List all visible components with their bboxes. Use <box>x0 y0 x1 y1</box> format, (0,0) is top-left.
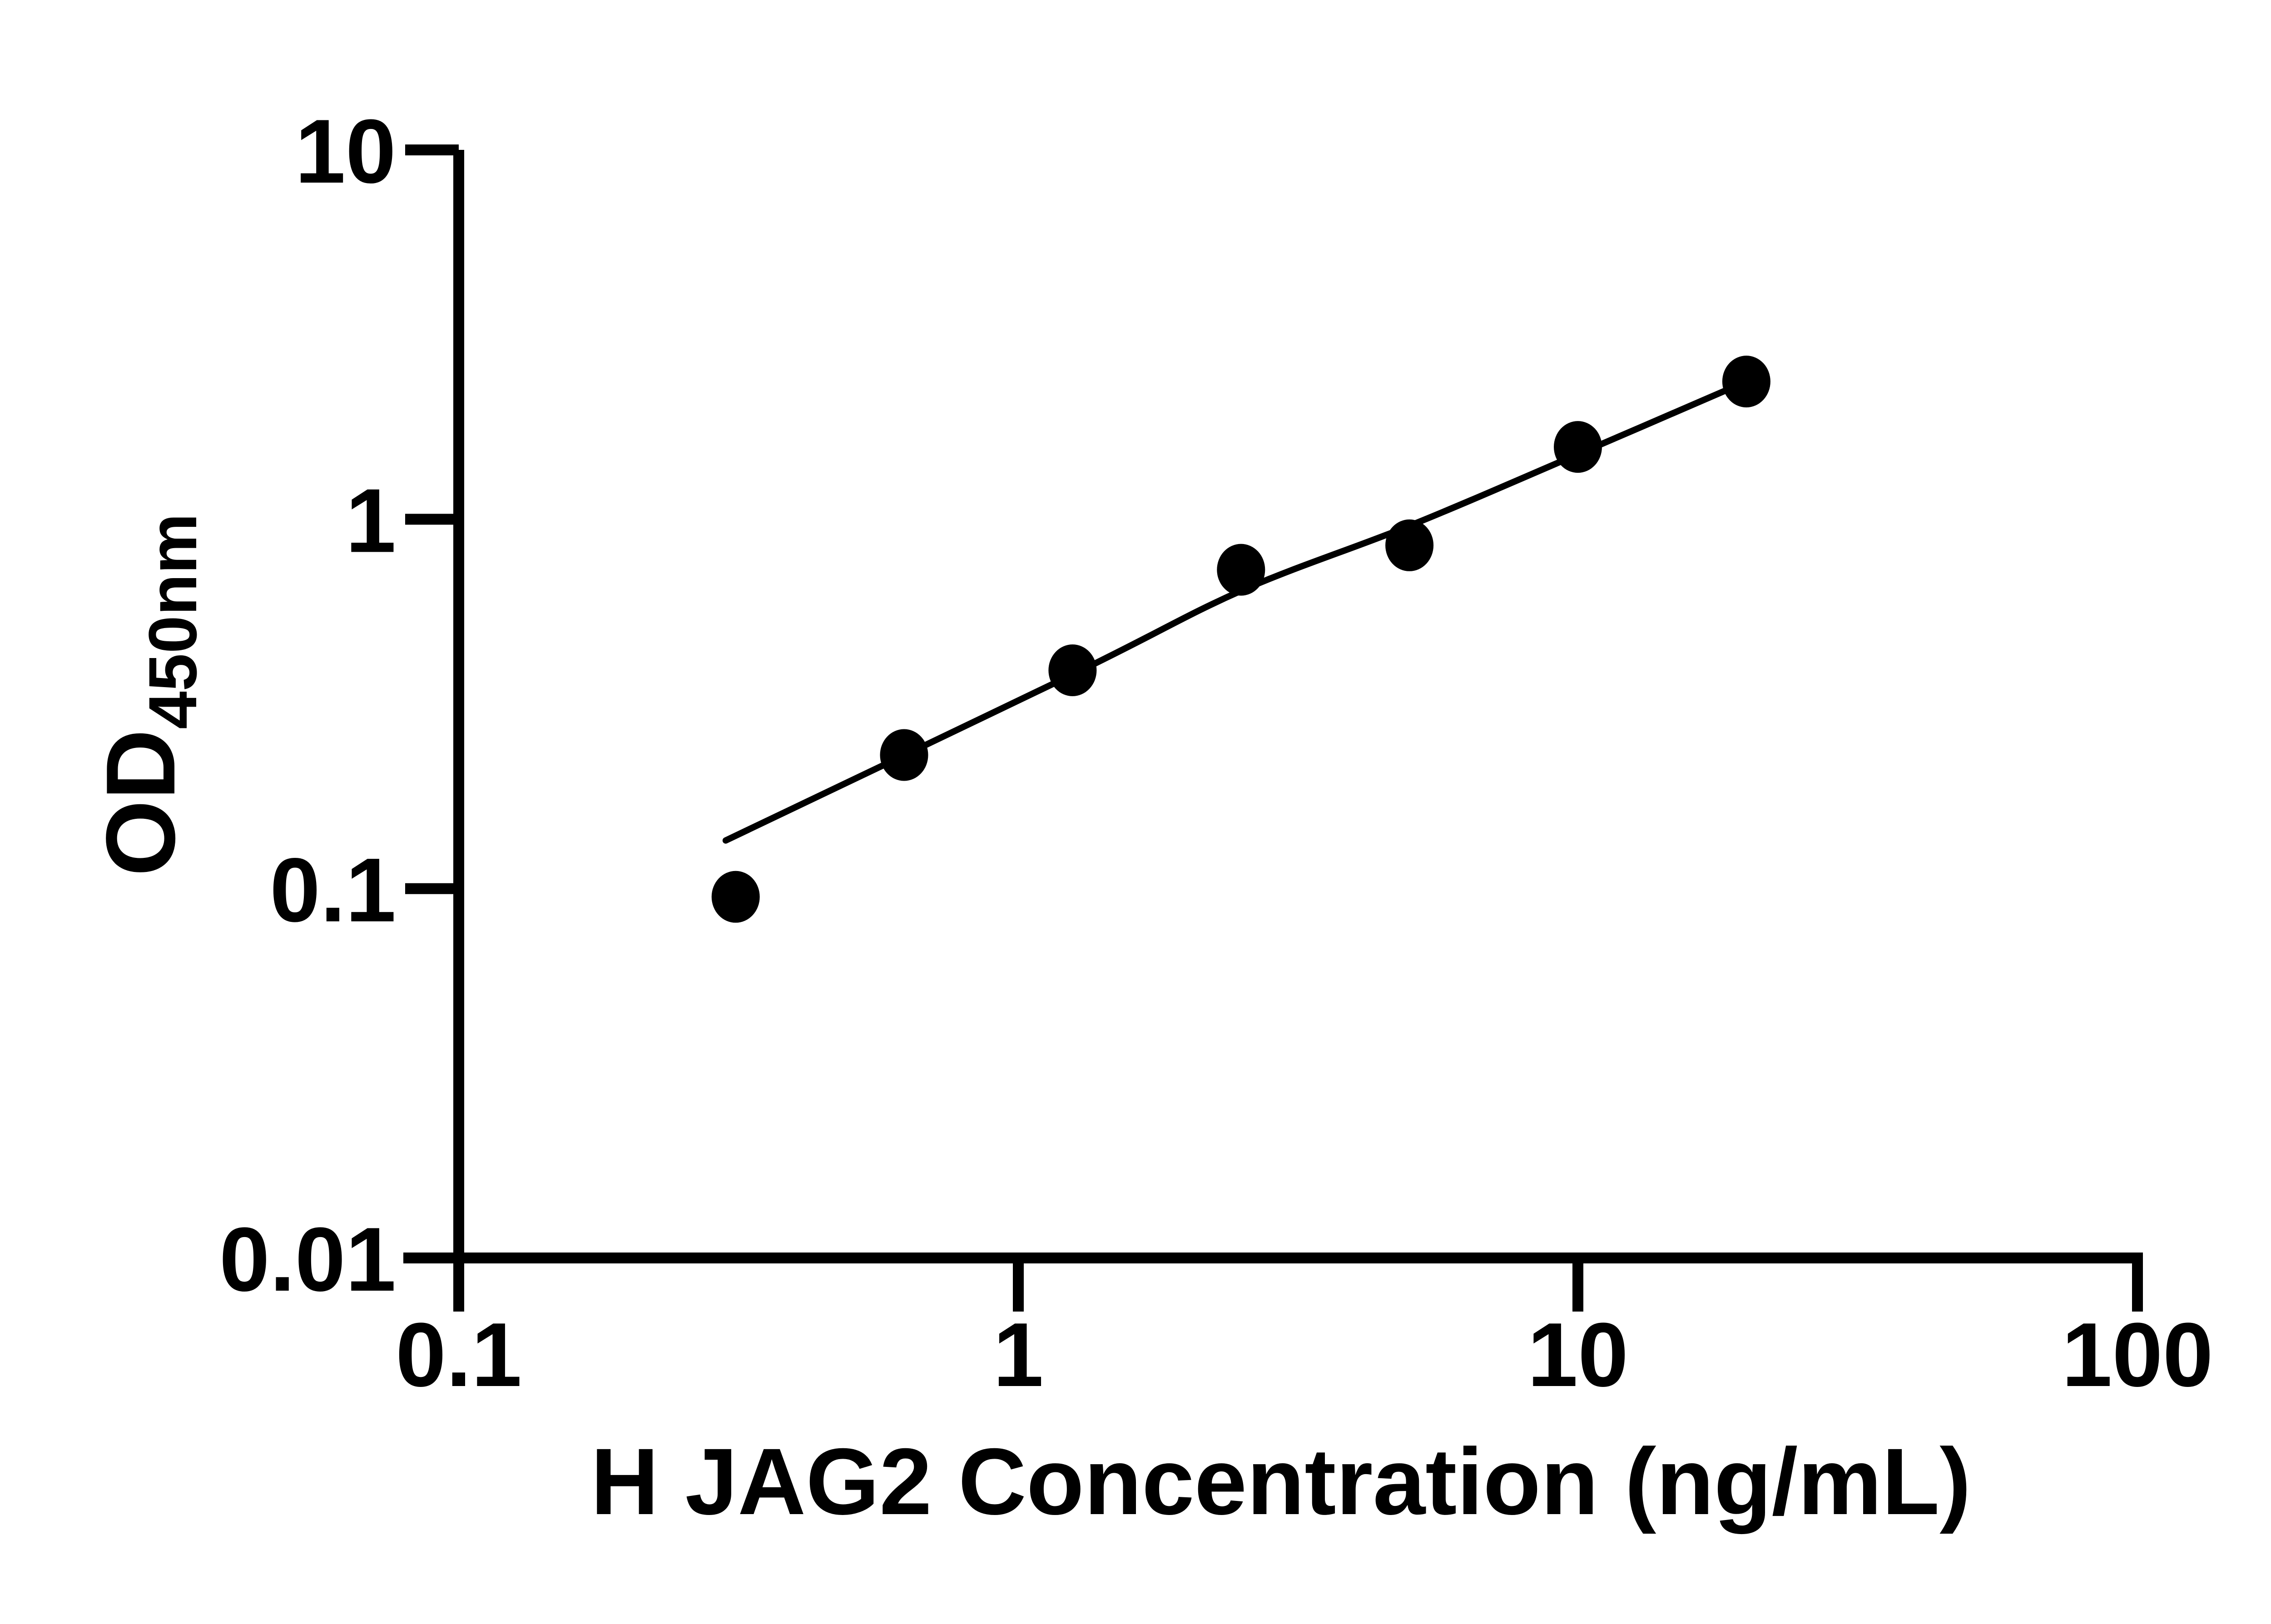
data-point-7 <box>1722 356 1770 408</box>
y-axis-title: OD450nm <box>85 513 211 876</box>
data-point-1 <box>711 871 760 923</box>
data-point-5 <box>1385 519 1434 571</box>
axes <box>403 150 2143 1263</box>
data-point-3 <box>1048 644 1097 696</box>
data-point-6 <box>1554 421 1602 473</box>
x-tick-label-100: 100 <box>2062 1304 2213 1406</box>
x-axis-title: H JAG2 Concentration (ng/mL) <box>590 1429 1971 1535</box>
data-points-group <box>711 356 1770 923</box>
y-tick-label-10: 10 <box>295 101 396 202</box>
x-tick-label-10: 10 <box>1527 1304 1628 1406</box>
y-tick-label-1: 1 <box>346 470 396 571</box>
x-tick-label-0.1: 0.1 <box>396 1304 522 1406</box>
y-axis-title-base: OD <box>85 729 195 876</box>
tick-marks <box>405 144 2143 1312</box>
data-point-2 <box>880 729 928 781</box>
svg-text:OD450nm: OD450nm <box>85 513 211 876</box>
y-tick-label-0.1: 0.1 <box>270 840 396 941</box>
y-tick-label-0.01: 0.01 <box>219 1209 396 1310</box>
data-point-4 <box>1217 544 1265 596</box>
y-axis-title-subscript: 450nm <box>134 513 211 729</box>
x-tick-label-1: 1 <box>993 1304 1043 1406</box>
